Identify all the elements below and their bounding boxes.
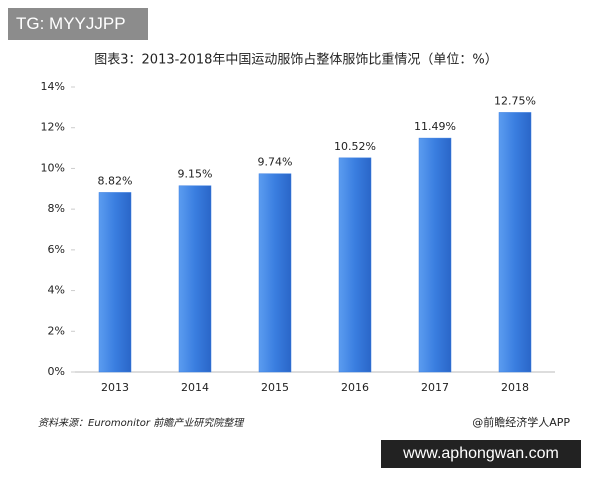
bar xyxy=(498,112,532,373)
value-label: 8.82% xyxy=(98,174,133,187)
y-tick-label: 2% xyxy=(48,324,65,337)
watermark: www.aphongwan.com xyxy=(381,440,581,468)
x-tick-label: 2013 xyxy=(101,381,129,394)
x-tick-label: 2016 xyxy=(341,381,369,394)
value-label: 11.49% xyxy=(414,120,456,133)
x-tick-label: 2018 xyxy=(501,381,529,394)
y-tick-label: 0% xyxy=(48,365,65,378)
value-label: 10.52% xyxy=(334,140,376,153)
credit: @前瞻经济学人APP xyxy=(472,415,570,429)
y-tick-label: 4% xyxy=(48,284,65,297)
x-tick-label: 2015 xyxy=(261,381,289,394)
bar xyxy=(178,185,212,373)
y-tick-label: 6% xyxy=(48,243,65,256)
y-tick-label: 12% xyxy=(41,121,65,134)
badge: TG: MYYJJPP xyxy=(8,8,148,40)
x-tick-label: 2017 xyxy=(421,381,449,394)
source-note: 资料来源：Euromonitor 前瞻产业研究院整理 xyxy=(38,417,245,429)
x-tick-label: 2014 xyxy=(181,381,209,394)
bar xyxy=(258,173,292,373)
bar xyxy=(338,157,372,373)
y-tick-label: 10% xyxy=(41,161,65,174)
value-label: 9.74% xyxy=(258,156,293,169)
value-label: 12.75% xyxy=(494,94,536,107)
y-tick-label: 14% xyxy=(41,80,65,93)
chart-title: 图表3：2013-2018年中国运动服饰占整体服饰比重情况（单位：%） xyxy=(94,52,497,68)
bar xyxy=(98,192,132,373)
value-label: 9.15% xyxy=(178,168,213,181)
y-tick-label: 8% xyxy=(48,202,65,215)
bar xyxy=(418,137,452,373)
